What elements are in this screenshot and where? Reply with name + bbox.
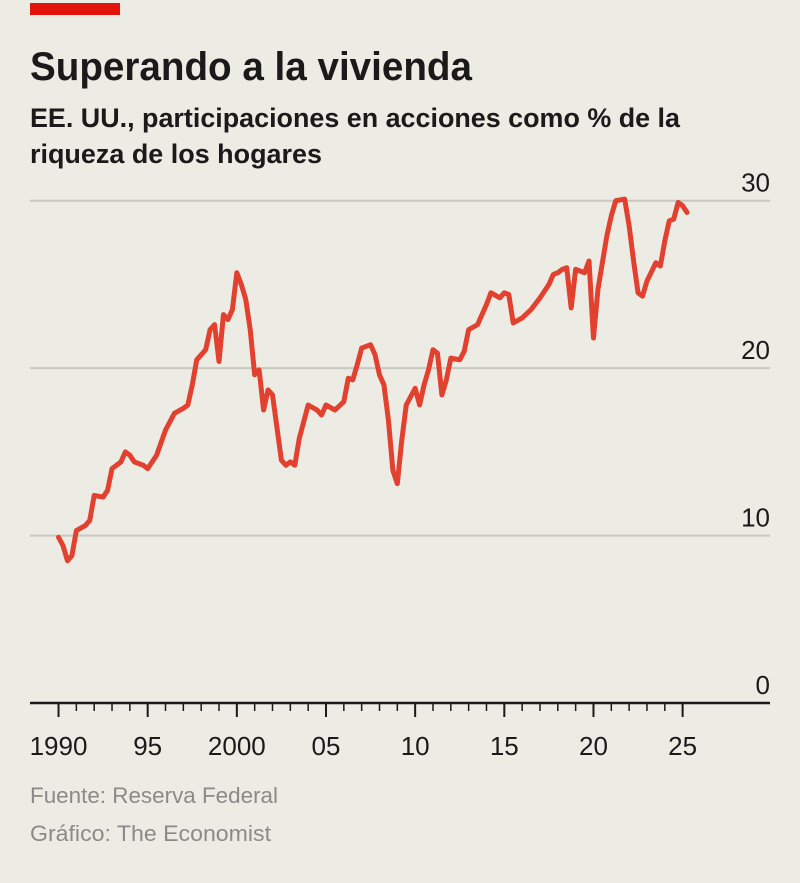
chart-subtitle: riqueza de los hogares: [30, 139, 322, 169]
y-tick-label: 30: [741, 168, 770, 198]
x-tick-label: 10: [401, 731, 430, 761]
y-tick-label: 0: [756, 670, 770, 700]
credit-note: Gráfico: The Economist: [30, 821, 271, 846]
y-tick-label: 20: [741, 335, 770, 365]
y-tick-label: 10: [741, 503, 770, 533]
x-tick-label: 95: [133, 731, 162, 761]
data-line: [56, 196, 690, 564]
brand-bar: [30, 3, 120, 15]
chart-title: Superando a la vivienda: [30, 45, 473, 89]
x-tick-label: 2000: [208, 731, 266, 761]
x-tick-label: 15: [490, 731, 519, 761]
x-tick-label: 05: [312, 731, 341, 761]
chart-subtitle: EE. UU., participaciones en acciones com…: [30, 103, 681, 133]
source-note: Fuente: Reserva Federal: [30, 783, 278, 808]
x-tick-label: 25: [668, 731, 697, 761]
x-tick-label: 1990: [30, 731, 88, 761]
x-tick-label: 20: [579, 731, 608, 761]
